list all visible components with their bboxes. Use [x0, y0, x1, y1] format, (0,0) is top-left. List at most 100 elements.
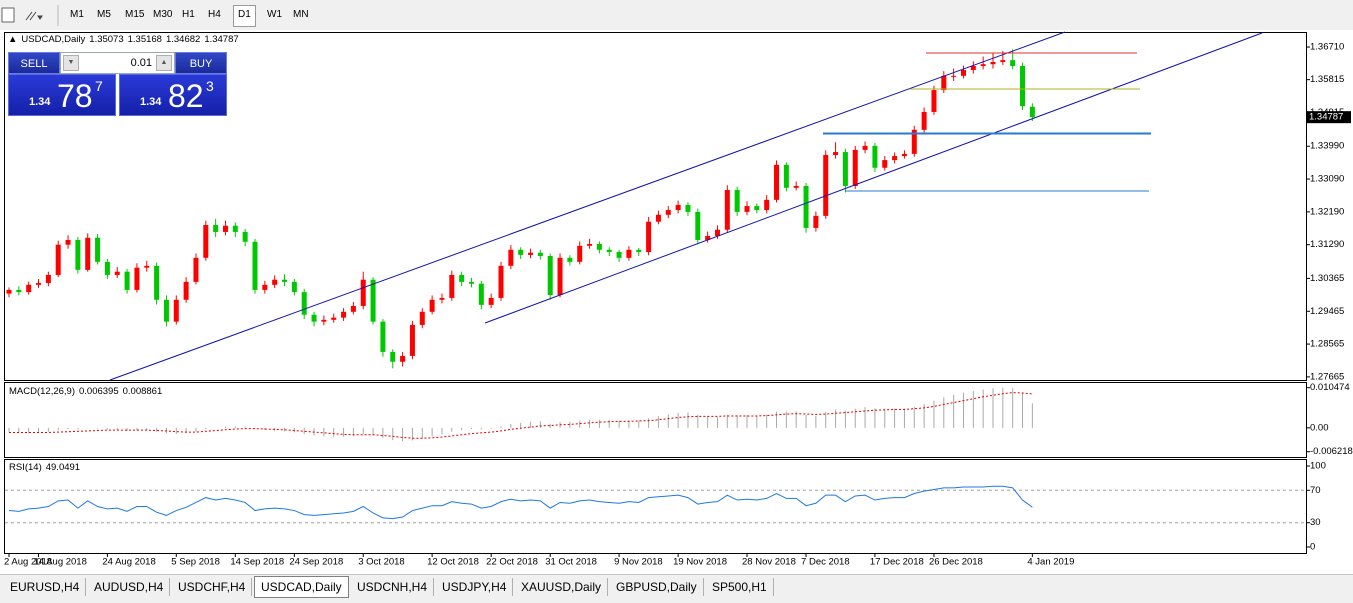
candle-body: [301, 292, 307, 315]
y-tick-label: -0.006218: [1310, 446, 1353, 457]
timeframe-button[interactable]: M15: [125, 9, 145, 20]
y-tick-label: 70: [1310, 485, 1321, 496]
candle-body: [714, 229, 720, 236]
volume-down[interactable]: ▼: [63, 55, 79, 71]
candle-body: [183, 281, 189, 300]
y-tick-label: 0.010474: [1310, 382, 1350, 393]
y-tick-label: 1.35815: [1310, 74, 1344, 85]
candle-body: [291, 281, 297, 293]
candle-body: [459, 274, 465, 282]
symbol-title: USDCAD,Daily: [21, 34, 86, 45]
timeframe-button[interactable]: M5: [97, 9, 111, 20]
indicator-line: [8, 485, 1033, 520]
y-tick-label: 1.36710: [1310, 42, 1344, 53]
timeframe-button[interactable]: H4: [208, 9, 221, 20]
candle-body: [911, 129, 917, 154]
candle-body: [242, 231, 248, 242]
macd-title: MACD(12,26,9): [9, 386, 75, 397]
volume-input[interactable]: ▼ 0.01 ▲: [60, 52, 175, 74]
signal-line: [9, 392, 1033, 439]
candle-body: [892, 156, 898, 161]
timeframe-button[interactable]: M1: [70, 9, 84, 20]
candle-body: [882, 160, 888, 168]
x-tick-label: 28 Nov 2018: [742, 557, 796, 568]
candle-body: [547, 256, 553, 296]
macd-value: 0.006395: [79, 386, 119, 397]
candle-body: [380, 321, 386, 352]
x-tick-label: 12 Oct 2018: [427, 557, 479, 568]
timeframe-button[interactable]: D1: [233, 5, 256, 27]
timeframe-button[interactable]: H1: [182, 9, 195, 20]
x-tick-label: 24 Sep 2018: [289, 557, 343, 568]
y-tick-label: 1.29465: [1310, 306, 1344, 317]
candle-body: [518, 249, 524, 255]
candle-body: [272, 279, 278, 285]
bid-price-box[interactable]: 1.34 78 7: [8, 74, 116, 116]
candle-body: [754, 206, 760, 211]
candle-body: [941, 75, 947, 91]
rsi-title: RSI(14): [9, 462, 42, 473]
y-tick-label: 1.31290: [1310, 239, 1344, 250]
ask-price-box[interactable]: 1.34 82 3: [119, 74, 227, 116]
candle-body: [232, 225, 238, 232]
candle-body: [764, 199, 770, 211]
x-tick-label: 5 Sep 2018: [171, 557, 220, 568]
candle-body: [675, 204, 681, 211]
candle-body: [606, 249, 612, 252]
candle-body: [833, 152, 839, 155]
main-panel-border: [4, 32, 1307, 381]
y-tick-label: 1.28565: [1310, 339, 1344, 350]
candle-body: [419, 311, 425, 325]
candle-body: [222, 225, 228, 232]
low-price: 1.34682: [165, 34, 201, 45]
chart-tab[interactable]: SP500,H1: [706, 578, 774, 596]
candle-body: [1000, 60, 1006, 62]
timeframe-button[interactable]: W1: [267, 9, 282, 20]
candle-body: [862, 145, 868, 150]
chart-tab[interactable]: GBPUSD,Daily: [610, 578, 704, 596]
text-tool-icon[interactable]: [1, 7, 15, 23]
chart-header: ▲ USDCAD,Daily 1.35073 1.35168 1.34682 1.3478…: [8, 34, 243, 45]
candle-body: [705, 235, 711, 240]
chart-tab[interactable]: AUDUSD,H4: [88, 578, 171, 596]
candle-body: [803, 185, 809, 228]
channel-upper-line[interactable]: [109, 31, 1066, 381]
buy-button[interactable]: BUY: [175, 52, 227, 74]
collapse-icon[interactable]: ▲: [8, 34, 18, 45]
timeframe-button[interactable]: M30: [153, 9, 173, 20]
current-price-label: 1.34787: [1309, 112, 1343, 123]
candle-body: [65, 239, 71, 245]
x-tick-label: 2 Aug 2018: [4, 557, 52, 568]
y-tick-label: 1.32190: [1310, 206, 1344, 217]
chart-tab[interactable]: USDCHF,H4: [172, 578, 253, 596]
candle-body: [528, 252, 534, 255]
channel-lower-line[interactable]: [484, 32, 1263, 324]
candle-body: [842, 152, 848, 186]
candle-body: [282, 279, 288, 282]
one-click-trading-panel: SELL ▼ 0.01 ▲ BUY 1.34 78 7 1.34 82 3: [8, 52, 227, 116]
objects-tool-icon[interactable]: [25, 11, 43, 21]
sell-button[interactable]: SELL: [8, 52, 60, 74]
candle-body: [931, 90, 937, 112]
candle-body: [508, 249, 514, 266]
candle-body: [793, 185, 799, 188]
chart-tab[interactable]: EURUSD,H4: [4, 578, 87, 596]
chart-tabs: EURUSD,H4 AUDUSD,H4 USDCHF,H4 USDCAD,Daily U…: [0, 574, 1353, 603]
chart-tab[interactable]: USDCAD,Daily: [254, 576, 349, 598]
volume-up[interactable]: ▲: [156, 55, 172, 71]
candle-body: [360, 279, 366, 306]
timeframe-button[interactable]: MN: [293, 9, 309, 20]
candle-body: [537, 252, 543, 257]
x-tick-label: 19 Nov 2018: [673, 557, 727, 568]
volume-value[interactable]: 0.01: [130, 57, 152, 69]
candle-body: [596, 243, 602, 250]
chart-tab[interactable]: USDCNH,H4: [351, 578, 435, 596]
candle-body: [213, 225, 219, 232]
chart-tab[interactable]: USDJPY,H4: [436, 578, 514, 596]
chart-tab[interactable]: XAUUSD,Daily: [515, 578, 609, 596]
candle-body: [370, 279, 376, 322]
candle-body: [114, 271, 120, 275]
open-price: 1.35073: [89, 34, 124, 45]
